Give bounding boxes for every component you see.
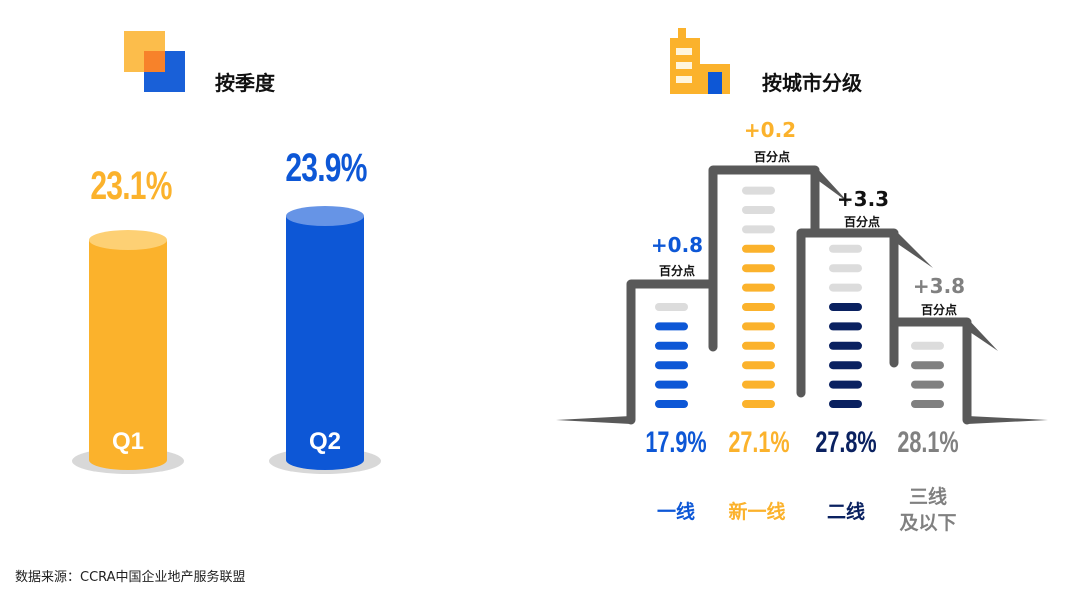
value-label-tier3: 28.1% xyxy=(897,426,959,459)
bar-segment-filled xyxy=(742,283,775,292)
bar-segment-filled xyxy=(742,400,775,408)
bar-segment-filled xyxy=(829,322,862,331)
category-label-tier2: 二线 xyxy=(826,501,865,523)
bar-segment-empty xyxy=(742,186,775,195)
source-note: 数据来源：CCRA中国企业地产服务联盟 xyxy=(15,570,246,585)
change-unit-tier3: 百分点 xyxy=(920,303,957,317)
bar-q2: Q2 xyxy=(286,206,364,470)
bar-label-q2: Q2 xyxy=(308,428,341,455)
category-label-tier1: 一线 xyxy=(656,501,695,523)
bar-segment-filled xyxy=(829,380,862,389)
change-label-tier2: +3.3 xyxy=(836,187,890,211)
change-unit-tier2: 百分点 xyxy=(843,215,880,229)
bar-q1: Q1 xyxy=(89,230,167,470)
bar-segment-filled xyxy=(742,361,775,370)
value-label-tier1: 17.9% xyxy=(645,426,707,459)
value-label-tier2: 27.8% xyxy=(815,426,877,459)
bar-segment-empty xyxy=(829,264,862,273)
bar-segment-filled xyxy=(829,341,862,350)
bar-segment-filled xyxy=(742,264,775,273)
change-label-tier1: +0.8 xyxy=(650,233,704,257)
change-unit-new-tier1: 百分点 xyxy=(753,150,790,164)
bar-segment-filled xyxy=(655,361,688,370)
section-title-city-tier: 按城市分级 xyxy=(762,71,862,95)
bar-segment-filled xyxy=(655,380,688,389)
section-title-quarter: 按季度 xyxy=(215,71,275,95)
bar-segment-empty xyxy=(829,283,862,292)
bar-segment-filled xyxy=(829,361,862,370)
bar-segment-filled xyxy=(655,322,688,331)
change-label-tier3: +3.8 xyxy=(912,274,966,298)
overlapping-squares-icon xyxy=(124,31,185,92)
building-icon xyxy=(670,28,730,94)
category-label-new-tier1: 新一线 xyxy=(728,501,786,523)
bar-segment-filled xyxy=(742,322,775,331)
bar-segment-filled xyxy=(742,303,775,311)
category-label-tier3-line2: 及以下 xyxy=(899,512,957,534)
bar-segment-filled xyxy=(655,341,688,350)
bar-segment-filled xyxy=(829,400,862,408)
bar-segment-empty xyxy=(829,244,862,253)
bar-segment-filled xyxy=(911,380,944,389)
bar-segment-filled xyxy=(742,380,775,389)
bar-segment-empty xyxy=(655,303,688,311)
bar-segment-empty xyxy=(742,206,775,214)
value-label-q2: 23.9% xyxy=(285,146,367,190)
change-label-new-tier1: +0.2 xyxy=(743,118,797,142)
value-label-q1: 23.1% xyxy=(90,164,172,208)
bar-segment-filled xyxy=(911,400,944,408)
bar-segment-filled xyxy=(829,303,862,311)
building-roof-slopes xyxy=(556,166,1048,424)
bar-segment-empty xyxy=(742,225,775,234)
bar-segment-filled xyxy=(655,400,688,408)
bar-segment-filled xyxy=(911,361,944,370)
bar-segment-filled xyxy=(742,244,775,253)
category-label-tier3-line1: 三线 xyxy=(908,486,947,508)
bar-label-q1: Q1 xyxy=(111,428,144,455)
value-label-new-tier1: 27.1% xyxy=(728,426,790,459)
bar-segment-empty xyxy=(911,341,944,350)
change-unit-tier1: 百分点 xyxy=(658,264,695,278)
bar-segment-filled xyxy=(742,341,775,350)
